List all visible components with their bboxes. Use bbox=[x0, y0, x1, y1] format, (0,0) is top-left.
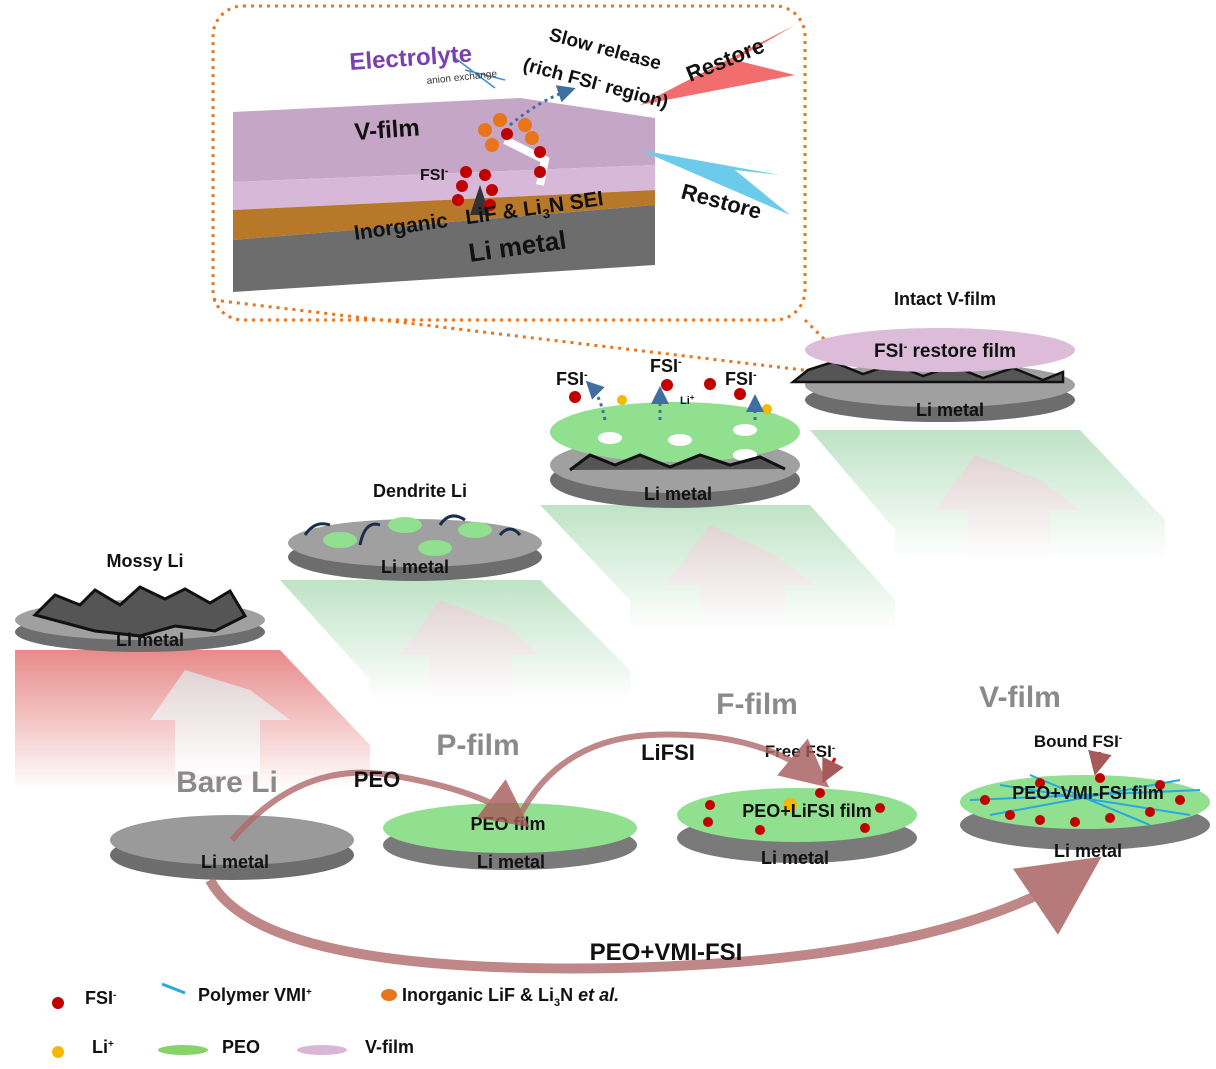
disc-dendrite-li: Dendrite Li Li metal bbox=[288, 481, 542, 581]
inset-particles bbox=[452, 113, 546, 211]
li-metal-label: Li metal bbox=[644, 484, 712, 504]
legend-peo: PEO bbox=[222, 1037, 260, 1057]
vfilm-legend-swatch bbox=[297, 1045, 347, 1055]
li-ion-label: Li+ bbox=[680, 393, 695, 407]
up-arrow bbox=[935, 455, 1080, 560]
up-arrow bbox=[665, 525, 815, 630]
li-legend-swatch bbox=[52, 1046, 64, 1058]
up-arrow bbox=[400, 600, 540, 700]
step-label-f-film: F-film bbox=[716, 688, 798, 721]
bound-fsi-label: Bound FSI- bbox=[1034, 732, 1122, 751]
fsi-label: FSI- bbox=[725, 369, 757, 389]
fsi-label: FSI- bbox=[556, 369, 588, 389]
anion-exchange-label: anion exchange bbox=[426, 69, 498, 87]
disc-bare-li: Li metal bbox=[110, 815, 354, 880]
inorganic-legend-swatch bbox=[381, 989, 397, 1001]
peo-arrow-label: PEO bbox=[354, 767, 400, 792]
step-label-bare-li: Bare Li bbox=[176, 766, 278, 799]
disc-f-film-degraded: FSI- FSI- FSI- Li+ Li metal bbox=[550, 356, 800, 508]
legend-fsi: FSI- bbox=[85, 988, 116, 1008]
li-metal-label: Li metal bbox=[761, 848, 829, 868]
mossy-li-label: Mossy Li bbox=[106, 551, 183, 571]
peo-vmi-fsi-arrow-label: PEO+VMI-FSI bbox=[590, 939, 743, 966]
arrow-lifsi bbox=[517, 731, 830, 817]
peo-lifsi-film-label: PEO+LiFSI film bbox=[742, 801, 872, 821]
step-label-p-film: P-film bbox=[436, 729, 519, 762]
li-metal-label: Li metal bbox=[1054, 841, 1122, 861]
lifsi-arrow-label: LiFSI bbox=[641, 740, 695, 765]
fsi-legend-swatch bbox=[52, 997, 64, 1009]
legend-li: Li+ bbox=[92, 1037, 114, 1057]
li-metal-label: Li metal bbox=[201, 852, 269, 872]
legend-vfilm: V-film bbox=[365, 1037, 414, 1057]
sei-layer bbox=[233, 190, 655, 240]
restore-arrow-blue bbox=[640, 150, 790, 215]
inset-panel: Electrolyte anion exchange Slow release … bbox=[211, 4, 842, 374]
disc-p-film: PEO film Li metal bbox=[383, 803, 637, 872]
arrow-peo bbox=[229, 769, 530, 842]
vfilm-layer bbox=[233, 98, 655, 182]
inset-fsi-label: FSI- bbox=[420, 166, 448, 184]
legend-inorganic: Inorganic LiF & Li3N et al. bbox=[402, 985, 619, 1009]
restore-arrow-red bbox=[640, 25, 795, 105]
li-metal-label: Li metal bbox=[916, 400, 984, 420]
arrow-peo-vmi-fsi bbox=[205, 856, 1102, 974]
polymer-vmi-legend-swatch bbox=[161, 982, 186, 995]
li-metal-label: Li metal bbox=[477, 852, 545, 872]
li-metal-label: Li metal bbox=[381, 557, 449, 577]
staircase bbox=[15, 430, 1165, 790]
peo-film-label: PEO film bbox=[470, 814, 545, 834]
dendrite-li-label: Dendrite Li bbox=[373, 481, 467, 501]
step-label-v-film: V-film bbox=[979, 681, 1061, 714]
disc-v-film: Bound FSI- PEO+VMI-FSI film Li metal bbox=[960, 732, 1210, 861]
li-metal-label: Li metal bbox=[116, 630, 184, 650]
legend-polymer-vmi: Polymer VMI+ bbox=[198, 985, 312, 1005]
peo-legend-swatch bbox=[158, 1045, 208, 1055]
peo-vmi-fsi-film-label: PEO+VMI-FSI film bbox=[1012, 783, 1164, 803]
fsi-restore-film-label: FSI- restore film bbox=[874, 341, 1016, 362]
up-arrow bbox=[150, 670, 290, 775]
disc-mossy-li: Mossy Li Li metal bbox=[15, 551, 265, 652]
intact-v-film-label: Intact V-film bbox=[894, 289, 996, 309]
legend: FSI- Polymer VMI+ Inorganic LiF & Li3N e… bbox=[52, 982, 619, 1058]
disc-intact-v-film: Intact V-film FSI- restore film Li metal bbox=[789, 289, 1075, 422]
inset-vfilm-label: V-film bbox=[354, 114, 421, 145]
fsi-label: FSI- bbox=[650, 356, 682, 376]
li-metal-layer bbox=[233, 205, 655, 292]
electrolyte-label: Electrolyte bbox=[349, 40, 473, 75]
